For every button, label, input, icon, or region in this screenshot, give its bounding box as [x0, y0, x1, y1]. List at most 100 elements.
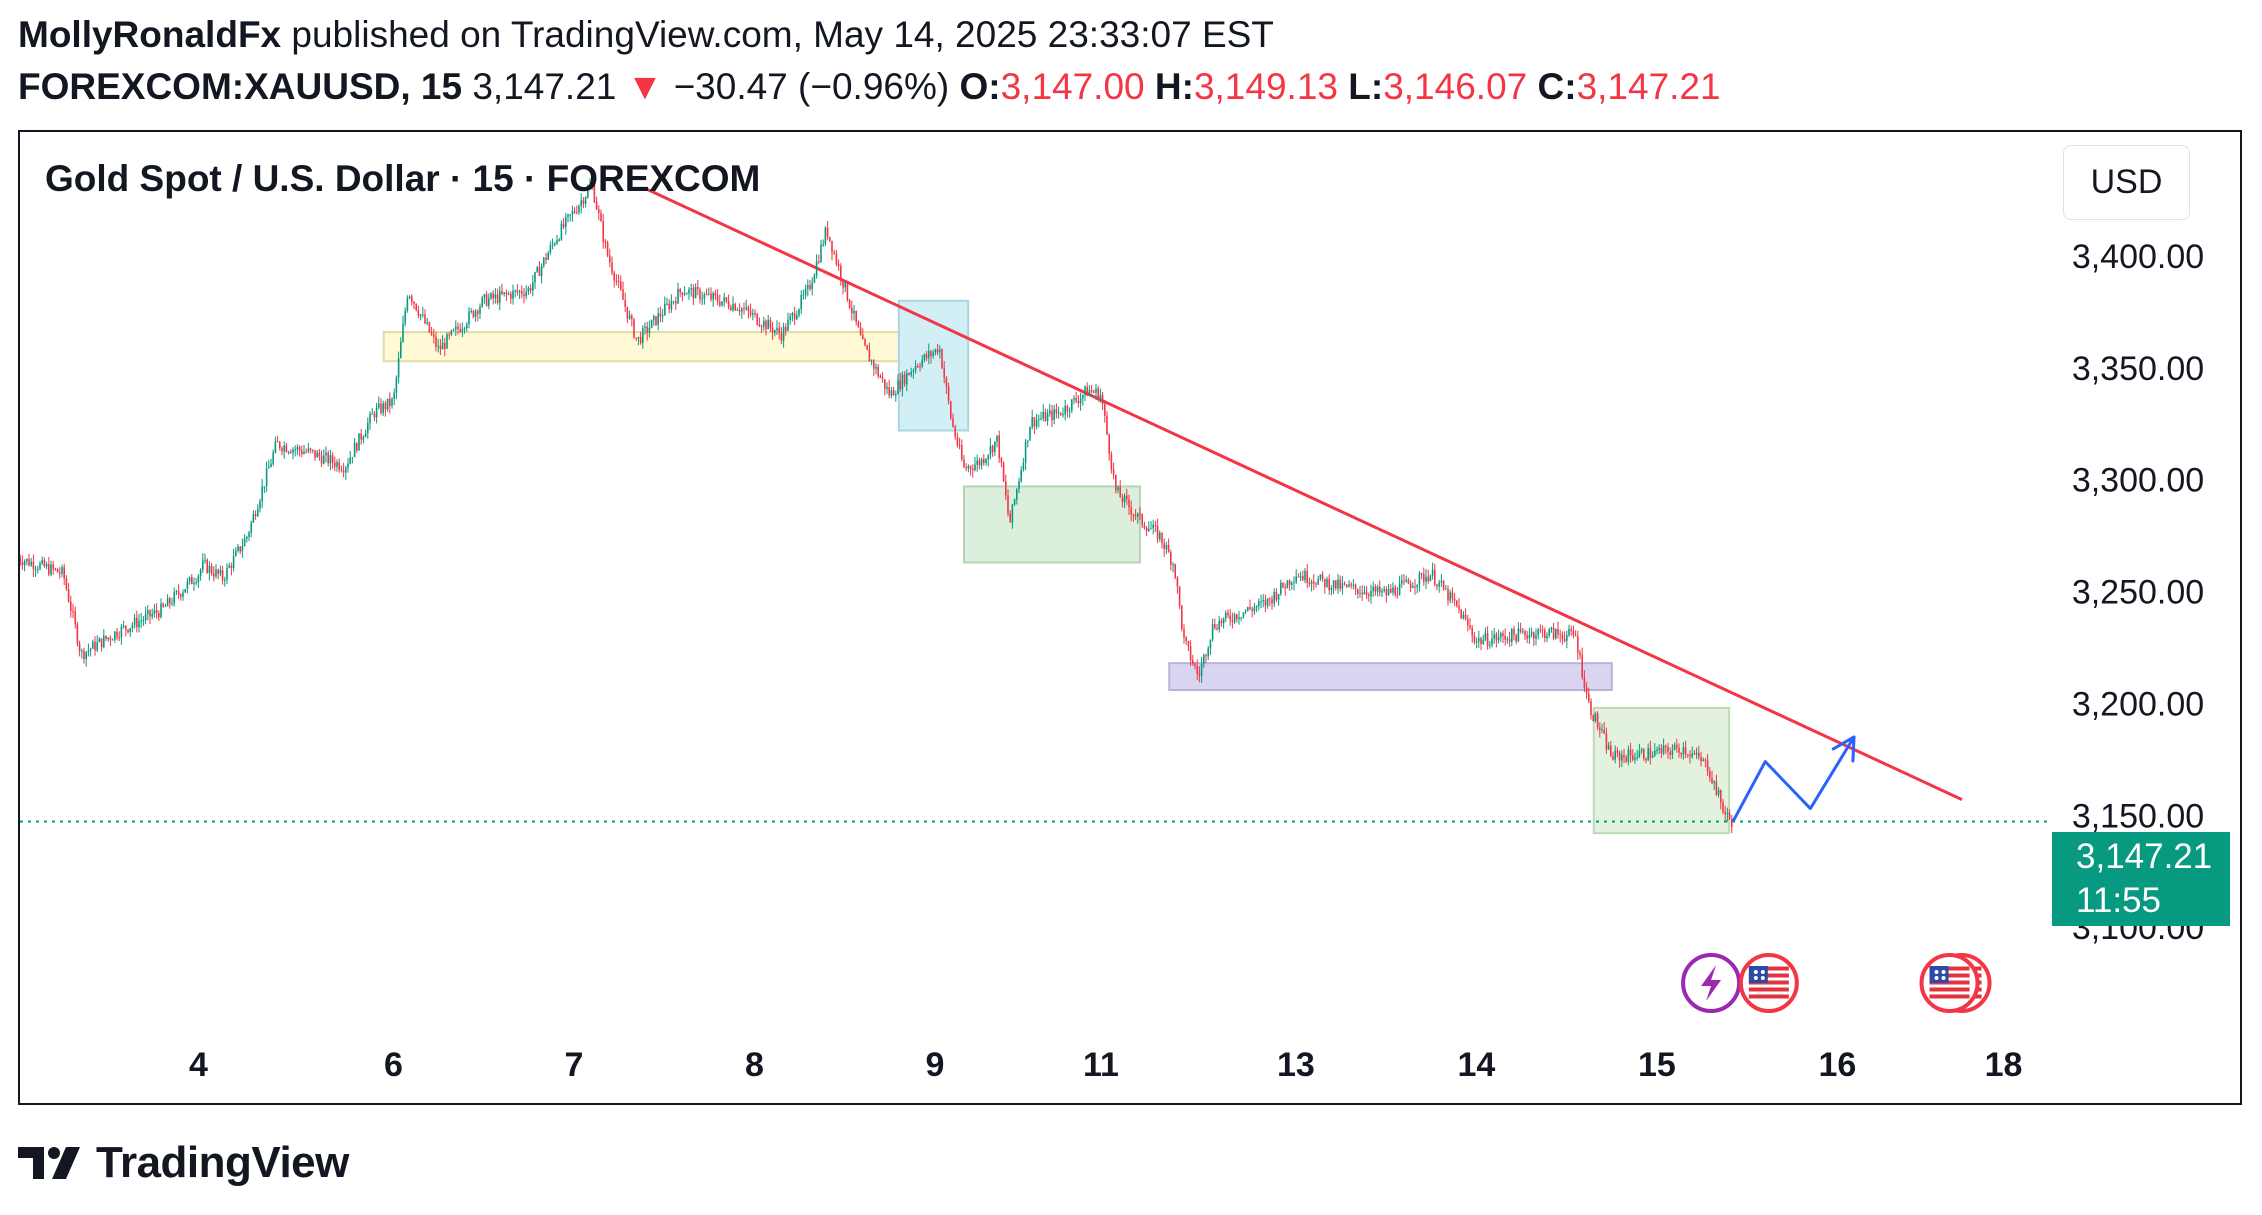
candle [1385, 589, 1388, 596]
candle [1370, 590, 1372, 597]
candle [877, 366, 879, 377]
candle [1616, 750, 1619, 753]
candle [741, 308, 743, 312]
candle [730, 307, 732, 311]
candle [873, 360, 875, 369]
candle [1332, 580, 1335, 589]
candle [153, 610, 156, 614]
candle [961, 445, 963, 460]
candle [503, 292, 505, 294]
candle [1418, 573, 1421, 585]
candle [1046, 413, 1049, 422]
candle [320, 456, 323, 464]
candle [1009, 513, 1011, 523]
us-flag-event-icon-stripe [1748, 994, 1789, 999]
candle [127, 629, 129, 633]
candle [1086, 387, 1088, 396]
candle [1673, 744, 1676, 750]
candle [648, 328, 651, 333]
candle [274, 441, 277, 453]
candle [263, 486, 266, 488]
candle [884, 379, 886, 389]
candle [1319, 574, 1322, 579]
candle [1486, 633, 1489, 646]
candle [1570, 629, 1572, 632]
candle [488, 298, 490, 306]
candle [598, 209, 600, 213]
candle [336, 462, 338, 467]
author-name[interactable]: MollyRonaldFx [18, 14, 282, 55]
candle [193, 583, 195, 585]
candle [670, 301, 673, 310]
candle [562, 223, 565, 227]
candle [1143, 524, 1146, 529]
candle [1024, 441, 1027, 463]
candle [494, 294, 497, 299]
candle [367, 423, 369, 434]
candle [323, 455, 325, 464]
candle [831, 240, 833, 253]
candle [1209, 639, 1212, 649]
candle [358, 433, 360, 451]
symbol[interactable]: FOREXCOM:XAUUSD, 15 [18, 66, 463, 107]
candle [862, 334, 864, 340]
candle [1007, 495, 1009, 514]
us-flag-event-icon [1738, 953, 1799, 1013]
chart-frame[interactable] [18, 130, 2242, 1105]
candle [1478, 638, 1480, 642]
candle [985, 459, 987, 464]
candle [1304, 570, 1306, 581]
candle [688, 289, 690, 294]
candle [1095, 388, 1097, 393]
candle [545, 257, 547, 260]
candle [848, 300, 851, 308]
candle [1493, 634, 1495, 639]
candle [217, 569, 219, 574]
candle [287, 451, 290, 453]
candle [1614, 750, 1616, 760]
candle [743, 308, 745, 310]
candle [1550, 627, 1553, 630]
candle [408, 296, 411, 299]
candle [59, 572, 61, 574]
candle [1704, 759, 1707, 761]
candle [32, 561, 35, 570]
candle [644, 326, 646, 329]
candle [822, 243, 824, 245]
candle [94, 641, 96, 651]
candle [714, 293, 717, 296]
candle [976, 460, 978, 465]
candle [98, 638, 101, 643]
candle [1407, 579, 1410, 584]
candle [83, 650, 85, 660]
candle [474, 310, 477, 318]
candle [180, 594, 182, 597]
candle [1528, 634, 1531, 639]
candle [1203, 655, 1205, 665]
candle [705, 294, 708, 296]
currency-button[interactable]: USD [2063, 145, 2190, 220]
candle [439, 345, 442, 350]
candle [1693, 753, 1696, 755]
candle [1623, 754, 1625, 758]
candle [516, 290, 519, 293]
candle [329, 455, 332, 464]
candle [672, 301, 675, 303]
candle [776, 327, 778, 331]
tradingview-logo[interactable]: TradingView [18, 1138, 349, 1188]
candle [952, 418, 954, 427]
candle [224, 579, 226, 581]
candle [294, 449, 296, 451]
candle [1568, 629, 1570, 635]
candle [1093, 391, 1095, 393]
candle [169, 598, 171, 604]
candle [228, 565, 230, 568]
candle [844, 282, 846, 288]
candle [210, 565, 213, 574]
candle [725, 297, 728, 302]
candle [1068, 410, 1071, 412]
candle [448, 334, 450, 336]
candle [664, 303, 666, 316]
candle [45, 564, 48, 567]
candle [107, 637, 109, 639]
